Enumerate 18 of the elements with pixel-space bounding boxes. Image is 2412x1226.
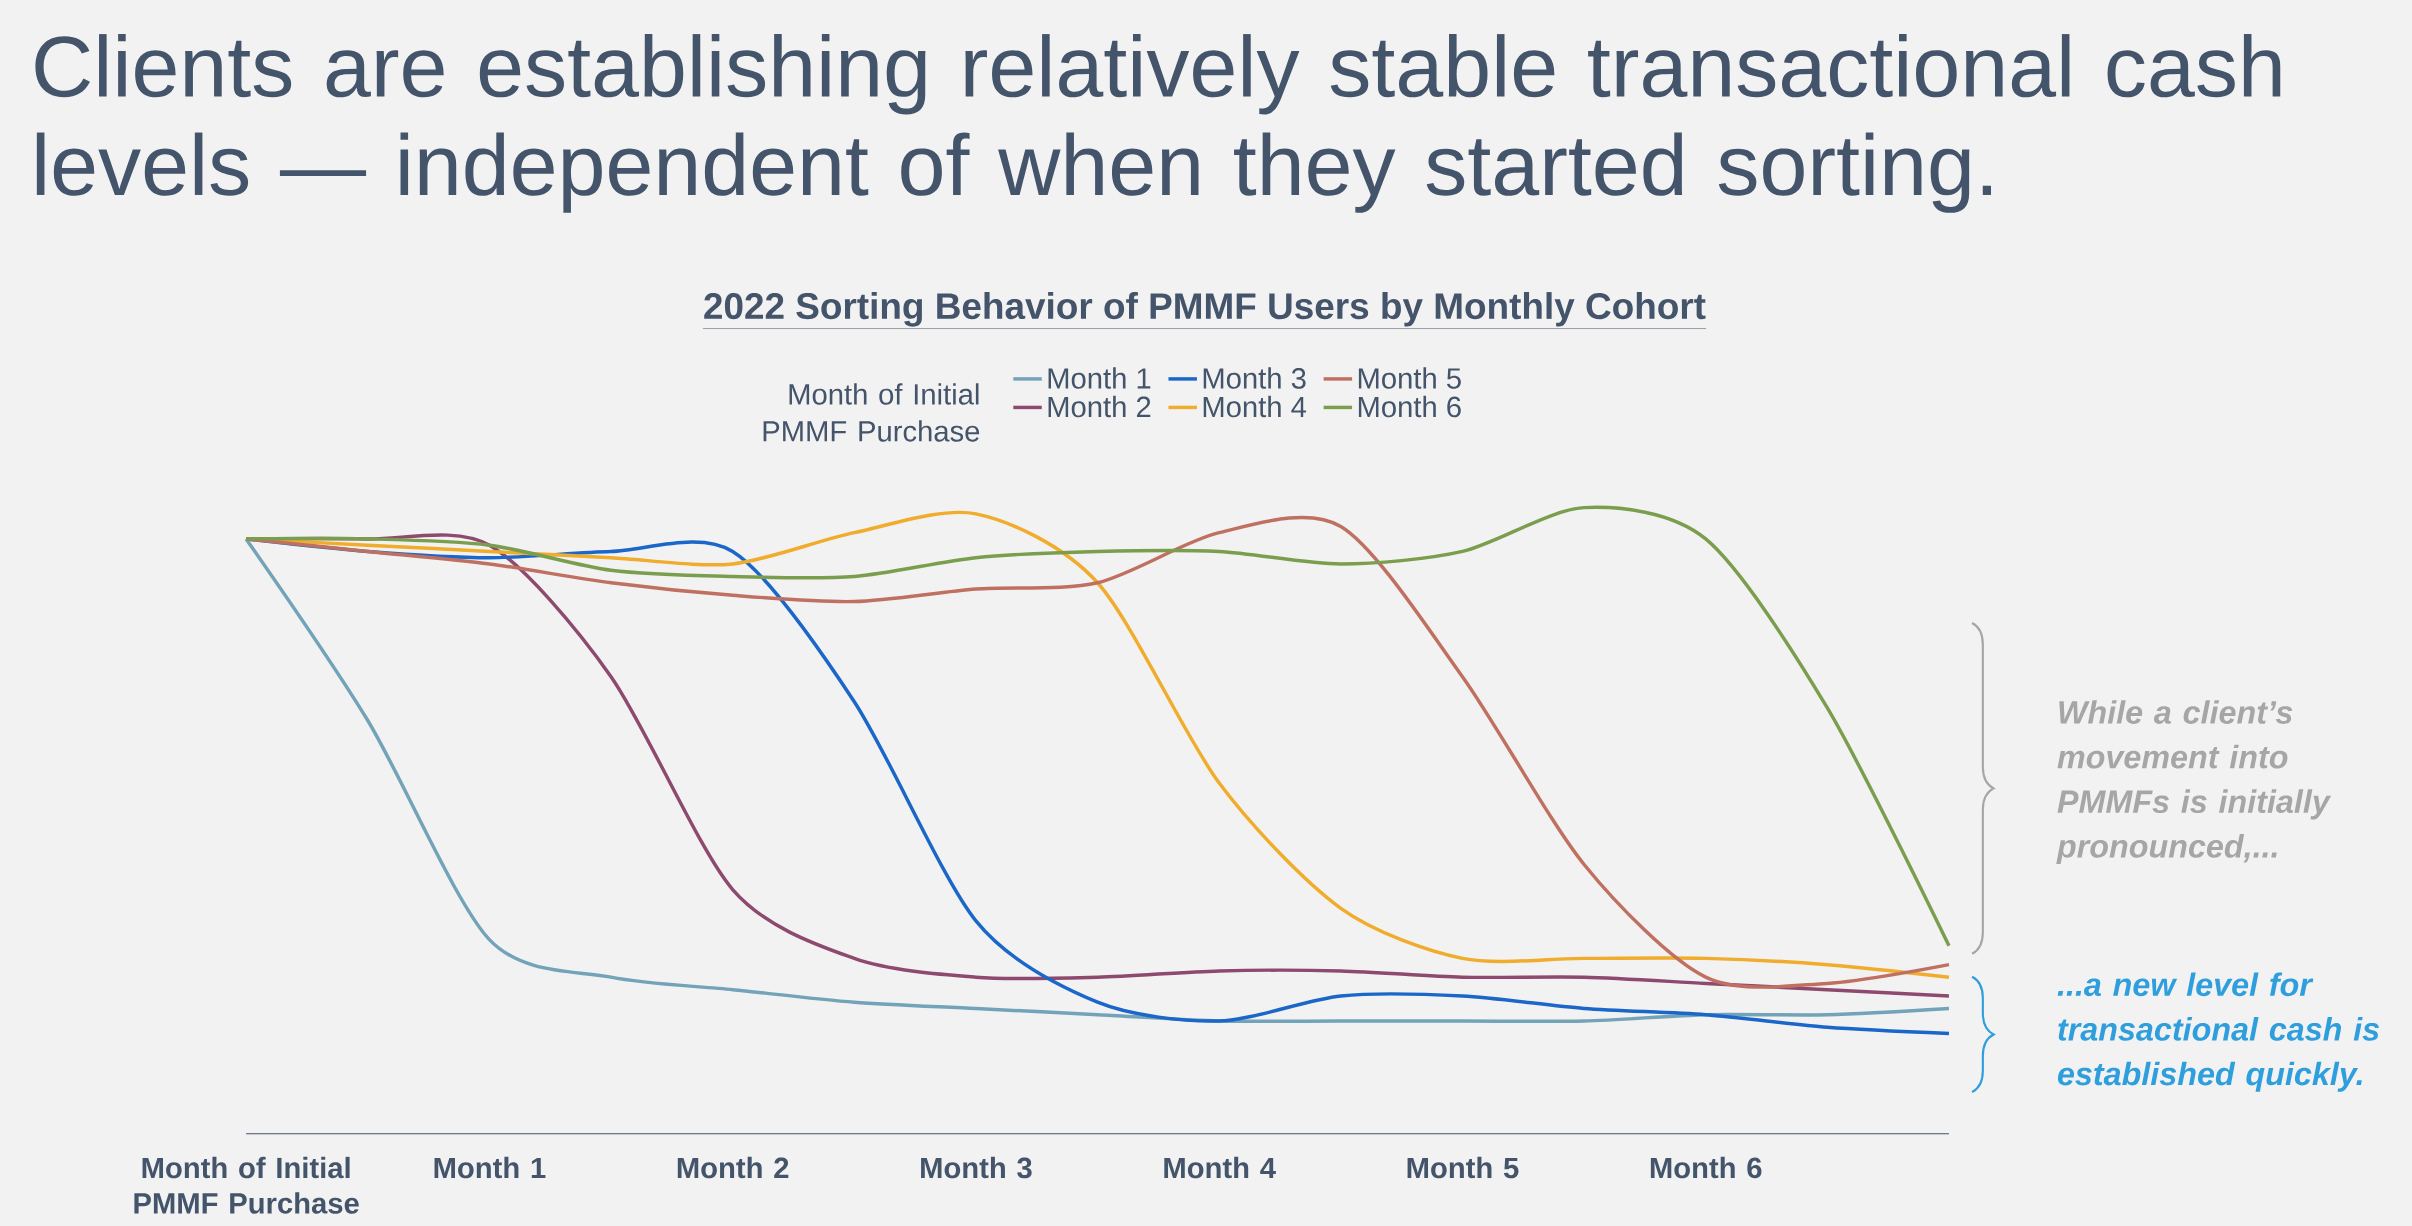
legend-label: Month 2 bbox=[1048, 395, 1151, 418]
chart-title: Clients are establishing relatively stable transactional cash levels — independent of when they started sorting. bbox=[35, 34, 2281, 213]
x-tick-label: Month of Initial PMMF Purchase bbox=[134, 1156, 359, 1214]
x-tick-label: Month 6 bbox=[1650, 1156, 1762, 1179]
legend-title: Month of Initial PMMF Purchase bbox=[763, 383, 980, 442]
legend-label: Month 5 bbox=[1358, 367, 1461, 389]
x-tick-label: Month 2 bbox=[677, 1156, 789, 1179]
x-tick-label: Month 4 bbox=[1164, 1156, 1276, 1179]
x-tick-label: Month 1 bbox=[434, 1156, 546, 1179]
legend-label: Month 4 bbox=[1203, 395, 1307, 418]
x-tick-label: Month 3 bbox=[921, 1156, 1032, 1179]
x-tick-label: Month 5 bbox=[1407, 1156, 1519, 1179]
text: ...a new level for transactional cash is established quickly. bbox=[2057, 972, 2380, 1092]
legend-label: Month 3 bbox=[1203, 367, 1306, 389]
chart-subtitle: 2022 Sorting Behavior of PMMF Users by Monthly Cohort bbox=[704, 292, 1706, 327]
legend-label: Month 1 bbox=[1048, 367, 1151, 389]
legend-label: Month 6 bbox=[1358, 395, 1461, 418]
text: While a client’s movement into PMMFs is initially pronounced,... bbox=[2056, 700, 2332, 865]
